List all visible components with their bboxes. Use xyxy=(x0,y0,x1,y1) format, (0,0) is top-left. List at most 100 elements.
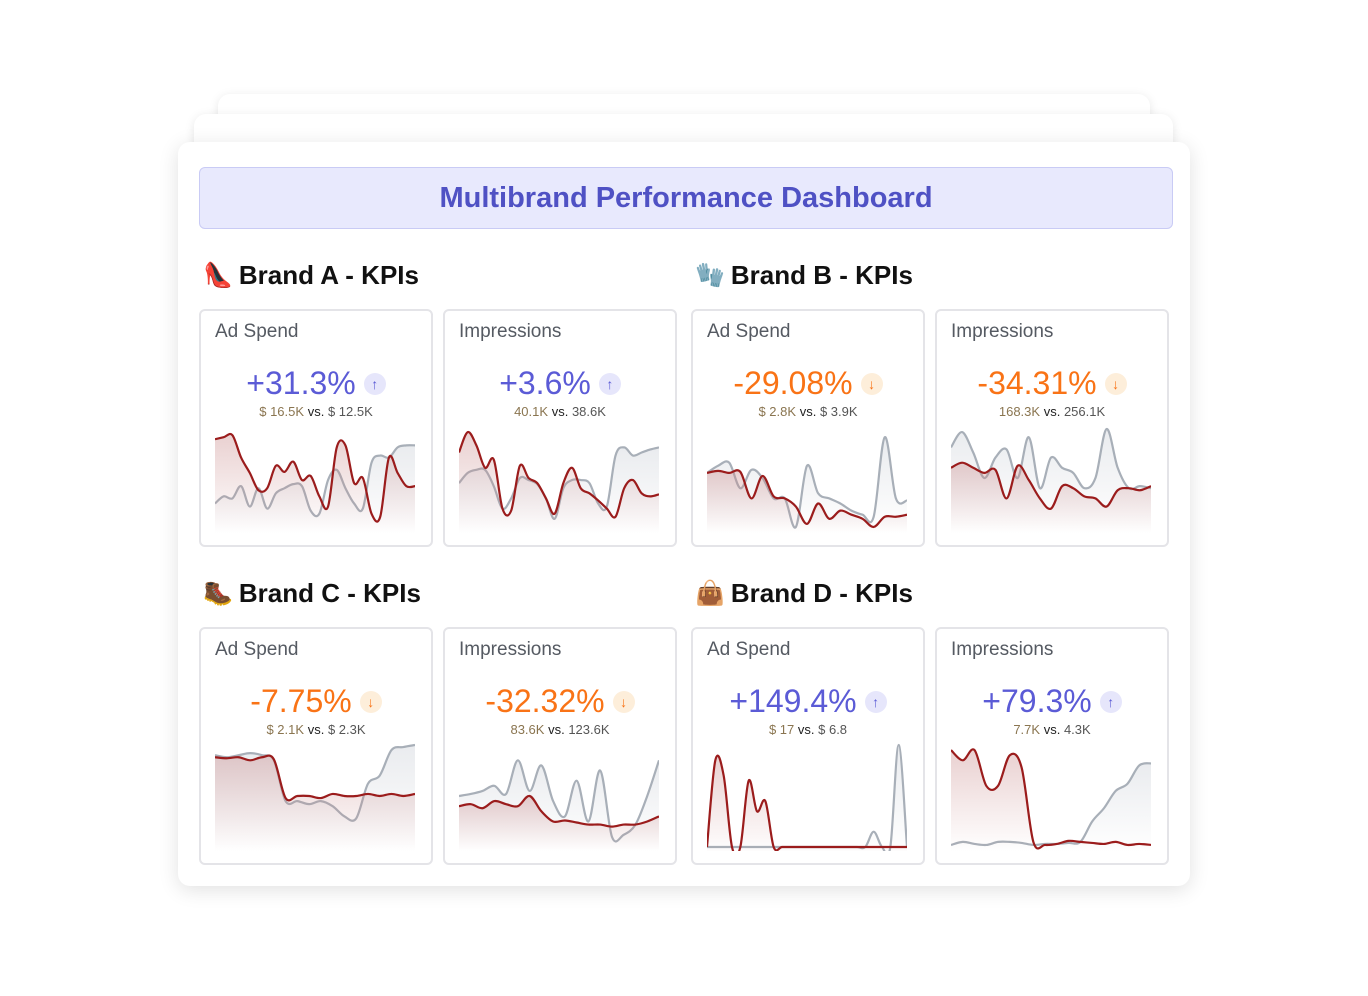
kpi-comparison: 40.1K vs. 38.6K xyxy=(445,404,675,419)
handbag-icon: 👜 xyxy=(695,580,725,607)
kpi-change: -34.31% xyxy=(977,365,1097,401)
page-title: Multibrand Performance Dashboard xyxy=(439,181,933,214)
kpi-card-impressions: Impressions +3.6% ↑ 40.1K vs. 38.6K xyxy=(443,309,677,547)
previous-value: $ 12.5K xyxy=(327,404,373,419)
current-value: $ 16.5K xyxy=(259,404,305,419)
sparkline-chart xyxy=(707,743,907,851)
dashboard-panel: Multibrand Performance Dashboard 👠 Brand … xyxy=(178,142,1190,886)
arrow-up-icon: ↑ xyxy=(864,690,887,713)
current-area xyxy=(951,462,1151,533)
vs-label: vs. xyxy=(307,722,325,737)
vs-label: vs. xyxy=(307,404,325,419)
sparkline-chart xyxy=(459,759,659,851)
brand-heading: 🧤 Brand B - KPIs xyxy=(695,260,913,291)
arrow-down-icon: ↓ xyxy=(1104,372,1127,395)
kpi-label: Ad Spend xyxy=(215,639,299,660)
previous-value: 38.6K xyxy=(571,404,606,419)
kpi-label: Impressions xyxy=(951,639,1054,660)
arrow-down-icon: ↓ xyxy=(860,372,883,395)
previous-value: $ 2.3K xyxy=(327,722,366,737)
previous-value: $ 6.8 xyxy=(818,722,848,737)
brand-heading: 👜 Brand D - KPIs xyxy=(695,578,913,609)
brand-title: Brand A - KPIs xyxy=(238,260,419,290)
brand-heading: 🥾 Brand C - KPIs xyxy=(203,578,421,609)
sparkline-chart xyxy=(951,427,1151,533)
kpi-comparison: $ 16.5K vs. $ 12.5K xyxy=(201,404,431,419)
current-line xyxy=(951,748,1151,850)
brand-title: Brand D - KPIs xyxy=(730,578,913,608)
brand-heading: 👠 Brand A - KPIs xyxy=(203,260,419,291)
arrow-up-icon: ↑ xyxy=(598,372,621,395)
vs-label: vs. xyxy=(797,722,815,737)
current-value: $ 17 xyxy=(768,722,795,737)
kpi-card-ad-spend: Ad Spend -29.08% ↓ $ 2.8K vs. $ 3.9K xyxy=(691,309,925,547)
kpi-change: +3.6% xyxy=(499,365,591,401)
current-value: $ 2.8K xyxy=(758,404,797,419)
kpi-change: +149.4% xyxy=(729,683,857,719)
current-area xyxy=(215,433,415,533)
current-value: $ 2.1K xyxy=(266,722,305,737)
brand-title: Brand B - KPIs xyxy=(730,260,913,290)
glove-icon: 🧤 xyxy=(695,262,725,289)
current-area xyxy=(707,755,907,851)
arrow-up-icon: ↑ xyxy=(1099,690,1122,713)
current-value: 83.6K xyxy=(510,722,545,737)
brand-title: Brand C - KPIs xyxy=(238,578,421,608)
kpi-card-ad-spend: Ad Spend +31.3% ↑ $ 16.5K vs. $ 12.5K xyxy=(199,309,433,547)
kpi-comparison: 83.6K vs. 123.6K xyxy=(445,722,675,737)
kpi-comparison: $ 2.1K vs. $ 2.3K xyxy=(201,722,431,737)
kpi-card-ad-spend: Ad Spend -7.75% ↓ $ 2.1K vs. $ 2.3K xyxy=(199,627,433,865)
kpi-label: Ad Spend xyxy=(707,321,791,342)
kpi-label: Impressions xyxy=(459,639,562,660)
kpi-change: -7.75% xyxy=(250,683,352,719)
arrow-up-icon: ↑ xyxy=(363,372,386,395)
current-line xyxy=(951,461,1151,511)
previous-area xyxy=(951,763,1151,851)
previous-value: 123.6K xyxy=(568,722,610,737)
kpi-card-impressions: Impressions +79.3% ↑ 7.7K vs. 4.3K xyxy=(935,627,1169,865)
kpi-card-ad-spend: Ad Spend +149.4% ↑ $ 17 vs. $ 6.8 xyxy=(691,627,925,865)
sparkline-chart xyxy=(215,743,415,851)
vs-label: vs. xyxy=(548,722,565,737)
kpi-label: Ad Spend xyxy=(215,321,299,342)
kpi-change: -29.08% xyxy=(733,365,853,401)
current-value: 40.1K xyxy=(514,404,549,419)
arrow-down-icon: ↓ xyxy=(359,690,382,713)
kpi-label: Impressions xyxy=(951,321,1054,342)
high-heel-icon: 👠 xyxy=(203,262,233,289)
kpi-change: +79.3% xyxy=(982,683,1092,719)
kpi-card-impressions: Impressions -32.32% ↓ 83.6K vs. 123.6K xyxy=(443,627,677,865)
previous-value: $ 3.9K xyxy=(819,404,858,419)
hiking-boot-icon: 🥾 xyxy=(203,580,233,607)
vs-label: vs. xyxy=(799,404,817,419)
arrow-down-icon: ↓ xyxy=(612,690,635,713)
vs-label: vs. xyxy=(1043,404,1061,419)
current-line xyxy=(707,469,907,529)
kpi-change: -32.32% xyxy=(485,683,605,719)
dashboard-header: Multibrand Performance Dashboard xyxy=(199,167,1173,229)
kpi-label: Impressions xyxy=(459,321,562,342)
previous-line xyxy=(707,743,907,851)
kpi-card-impressions: Impressions -34.31% ↓ 168.3K vs. 256.1K xyxy=(935,309,1169,547)
current-value: 7.7K xyxy=(1013,722,1041,737)
previous-value: 4.3K xyxy=(1063,722,1091,737)
sparkline-chart xyxy=(215,432,415,533)
sparkline-chart xyxy=(951,748,1151,851)
current-value: 168.3K xyxy=(998,404,1041,419)
current-line xyxy=(707,754,907,851)
current-line xyxy=(215,432,415,523)
current-area xyxy=(459,795,659,851)
current-line xyxy=(459,794,659,828)
vs-label: vs. xyxy=(551,404,569,419)
previous-value: 256.1K xyxy=(1063,404,1106,419)
kpi-comparison: $ 17 vs. $ 6.8 xyxy=(693,722,923,737)
kpi-comparison: $ 2.8K vs. $ 3.9K xyxy=(693,404,923,419)
current-area xyxy=(215,755,415,851)
vs-label: vs. xyxy=(1043,722,1061,737)
sparkline-chart xyxy=(459,430,659,533)
kpi-label: Ad Spend xyxy=(707,639,791,660)
sparkline-chart xyxy=(707,436,907,533)
current-area xyxy=(951,749,1151,851)
kpi-change: +31.3% xyxy=(246,365,356,401)
current-area xyxy=(459,431,659,533)
